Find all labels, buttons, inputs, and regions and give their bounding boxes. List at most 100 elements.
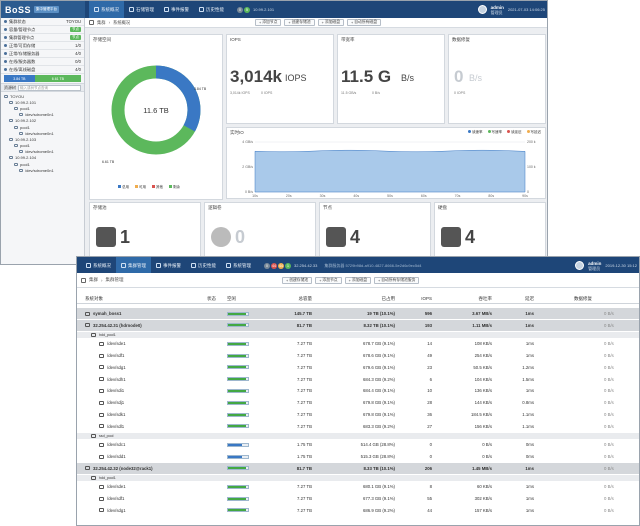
legend-item[interactable]: 写延迟 — [526, 130, 541, 135]
summary-card-disk[interactable]: 硬盘 4 — [434, 202, 546, 264]
crumb-item[interactable]: 集群 — [89, 277, 98, 282]
cell-total: 7.27 TB — [297, 400, 312, 406]
toolbar-button[interactable]: + 添加磁盘 — [344, 277, 372, 284]
tree-node[interactable]: /dev/sdrome0n1 — [4, 130, 81, 136]
cell-iops: 44 — [427, 507, 432, 513]
table-row[interactable]: 32.254.42.31 (hdrnode0) 81.7 TB 8.32 TB (1… — [77, 319, 639, 331]
table-row[interactable]: /dev/sde1 7.27 TB 680.1 GB (9.1%) 8 60 KB/s 1… — [77, 481, 639, 492]
legend-item[interactable]: 读延迟 — [507, 130, 522, 135]
sidebar-stat-row[interactable]: 集群状态 TOYOU — [1, 18, 84, 26]
collapse-icon[interactable] — [91, 332, 96, 337]
table-row[interactable]: /dev/sdh1 7.27 TB 684.3 GB (9.2%) 6 104 KB/s… — [77, 374, 639, 385]
table-row[interactable]: /dev/sdl1 7.27 TB 683.3 GB (9.2%) 27 156 KB/… — [77, 421, 639, 432]
tree-node[interactable]: 10.99.2.101 — [4, 99, 81, 105]
summary-card-pool[interactable]: 存储池 1 — [89, 202, 201, 264]
tree-node[interactable]: 10.99.2.104 — [4, 155, 81, 161]
nav-item[interactable]: 集群管理 — [116, 257, 151, 274]
column-header[interactable]: 总容量 — [298, 295, 313, 301]
donut-total: 11.6 TB — [143, 106, 169, 115]
sidebar-stat-row[interactable]: 正常/可用存储 1/0 — [1, 42, 84, 50]
nav-item[interactable]: 系统概况 — [81, 257, 116, 274]
table-row[interactable]: /dev/sdj1 7.27 TB 679.8 GB (9.1%) 28 144 KB/… — [77, 397, 639, 408]
tree-node[interactable]: pool1 — [4, 161, 81, 167]
bw-unit: B/s — [401, 73, 415, 83]
table-row[interactable]: ssd_pool — [77, 432, 639, 439]
front-user-area[interactable]: admin 管理员 2019-12-30 15:12 — [575, 257, 637, 274]
toolbar-button[interactable]: + 添加节点 — [315, 277, 342, 284]
sidebar-stat-row[interactable]: 集群管理节点 节点 — [1, 34, 84, 42]
column-header[interactable]: 系统对象 — [85, 295, 103, 301]
toolbar-button[interactable]: + 创建存储池 — [284, 19, 315, 26]
object-name: /dev/sde1 — [107, 341, 126, 347]
summary-card-volume[interactable]: 逻辑卷 0 — [204, 202, 316, 264]
free-space-bar — [227, 388, 249, 393]
tree-node[interactable]: pool1 — [4, 105, 81, 111]
sidebar-stat-row[interactable]: 在线/服务器数 0/0 — [1, 58, 84, 66]
column-header[interactable]: 延迟 — [525, 295, 534, 301]
legend-item[interactable]: 写速率 — [487, 130, 502, 135]
tree-node[interactable]: pool1 — [4, 143, 81, 149]
stat-label: 在线/离线磁盘 — [9, 66, 36, 72]
nav-events[interactable]: 事件报警 — [159, 1, 194, 18]
table-row[interactable]: hdd_pool1 — [77, 474, 639, 481]
table-row[interactable]: /dev/sdc1 1.75 TB 514.4 GB (28.8%) 0 0 B/s 0m… — [77, 439, 639, 450]
column-header[interactable]: 空闲 — [227, 295, 236, 301]
datetime: 2019-12-30 15:12 — [605, 263, 637, 268]
nav-item[interactable]: 事件报警 — [151, 257, 186, 274]
table-row[interactable]: /dev/sdk1 7.27 TB 679.8 GB (9.1%) 36 184.5 K… — [77, 409, 639, 420]
column-header[interactable]: IOPS — [421, 296, 432, 301]
toolbar-button[interactable]: + 创建存储池 — [282, 277, 313, 284]
toolbar-button[interactable]: + 添加节点 — [255, 19, 282, 26]
nav-history[interactable]: 历史性能 — [194, 1, 229, 18]
tree-node[interactable]: TOYOU — [4, 93, 81, 99]
tree-search-input[interactable]: 输入或树节点查询 — [18, 84, 81, 91]
nav-item[interactable]: 历史性能 — [186, 257, 221, 274]
column-header[interactable]: 状态 — [207, 295, 216, 301]
table-row[interactable]: hdd_pool1 — [77, 331, 639, 338]
table-row[interactable]: /dev/sdg1 7.27 TB 686.9 GB (9.2%) 44 157 KB/… — [77, 505, 639, 516]
table-row[interactable]: /dev/sdf1 7.27 TB 678.6 GB (9.1%) 49 254 KB/… — [77, 350, 639, 361]
nav-item[interactable]: 系统管理 — [221, 257, 256, 274]
column-header[interactable]: 吞吐率 — [478, 295, 493, 301]
alert-badges[interactable]: 0 44 44 1 32.254.42.33 集群服务器 5729b98d-a910-48… — [264, 262, 422, 269]
collapse-icon[interactable] — [91, 433, 96, 438]
summary-card-node[interactable]: 节点 4 — [319, 202, 431, 264]
table-row[interactable]: /dev/sdd1 1.75 TB 515.3 GB (28.8%) 0 0 B/s 0m… — [77, 451, 639, 462]
sidebar-stat-row[interactable]: 正常/存储服务器 4/0 — [1, 50, 84, 58]
datetime: 2021-07-03 14:06:25 — [507, 7, 545, 12]
sidebar-stat-row[interactable]: 容量/管理节点 节点 — [1, 26, 84, 34]
stat-label: 集群管理节点 — [9, 34, 35, 40]
tree-node[interactable]: /dev/sdrome0n1 — [4, 167, 81, 173]
column-header[interactable]: 数据修复 — [574, 295, 592, 301]
cell-iops: 206 — [424, 465, 432, 471]
tree-node[interactable]: 10.99.2.102 — [4, 118, 81, 124]
tree-node[interactable]: /dev/sdrome0n1 — [4, 112, 81, 118]
disk-icon — [99, 388, 104, 393]
alert-badges[interactable]: 0 5 10.99.2.101 — [237, 6, 274, 13]
toolbar-button[interactable]: + 自动所有磁盘 — [347, 19, 382, 26]
toolbar-button[interactable]: + 添加磁盘 — [317, 19, 345, 26]
table-row[interactable]: /dev/sdf1 7.27 TB 677.3 GB (9.1%) 55 302 KB/… — [77, 493, 639, 504]
user-area[interactable]: admin 管理员 2021-07-03 14:06:25 — [477, 1, 545, 18]
cell-tp: 157 KB/s — [474, 507, 492, 513]
table-row[interactable]: /dev/sdi1 7.27 TB 684.4 GB (9.1%) 10 136 KB/… — [77, 385, 639, 396]
server-icon — [4, 94, 8, 98]
column-header[interactable]: 已占用 — [381, 295, 396, 301]
collapse-icon[interactable] — [91, 475, 96, 480]
stat-label-wrap: 在线/离线磁盘 — [4, 67, 35, 73]
tree-node[interactable]: pool1 — [4, 124, 81, 130]
table-row[interactable]: /dev/sdg1 7.27 TB 679.6 GB (9.1%) 23 50.5 KB… — [77, 362, 639, 373]
table-row[interactable]: symah_boss1 145.7 TB 19 TB (10.1%) 596 3.67 … — [77, 308, 639, 320]
table-row[interactable]: 32.254.42.32 (node32@rack1) 81.7 TB 8.33 T… — [77, 462, 639, 474]
toolbar-button[interactable]: + 自动所有存储池服务 — [374, 277, 420, 284]
table-row[interactable]: /dev/sde1 7.27 TB 678.7 GB (9.1%) 14 108 KB/… — [77, 338, 639, 349]
tree-node[interactable]: 10.99.2.103 — [4, 136, 81, 142]
tree-node[interactable]: /dev/sdrome0n1 — [4, 149, 81, 155]
sidebar-stat-row[interactable]: 在线/离线磁盘 4/0 — [1, 66, 84, 74]
legend-item[interactable]: 读速率 — [468, 130, 483, 135]
crumb-item[interactable]: 集群 — [97, 19, 106, 25]
stat-label: 正常/可用存储 — [9, 42, 36, 48]
nav-overview[interactable]: 系统概况 — [89, 1, 124, 18]
nav-storage[interactable]: 石储管理 — [124, 1, 159, 18]
free-space-fill — [228, 378, 246, 381]
